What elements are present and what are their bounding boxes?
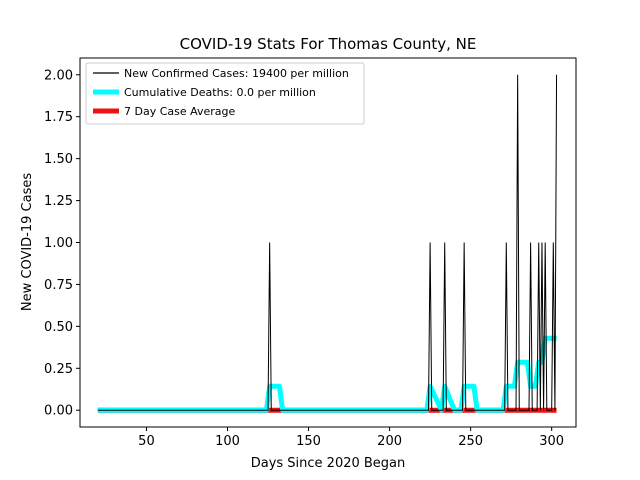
y-tick-label: 1.75 (44, 110, 73, 125)
x-tick-label: 250 (458, 434, 483, 449)
chart-title: COVID-19 Stats For Thomas County, NE (180, 35, 477, 53)
x-tick-label: 100 (215, 434, 240, 449)
x-axis-ticks: 50 100 150 200 250 300 (138, 427, 564, 449)
x-tick-label: 300 (539, 434, 564, 449)
series-layer (97, 74, 558, 413)
y-tick-label: 0.50 (44, 320, 73, 335)
legend-label-7day: 7 Day Case Average (124, 105, 236, 118)
x-tick-label: 50 (138, 434, 155, 449)
y-tick-label: 2.00 (44, 68, 73, 83)
y-tick-label: 0.25 (44, 362, 73, 377)
y-tick-label: 1.50 (44, 152, 73, 167)
x-axis-label: Days Since 2020 Began (251, 456, 406, 471)
x-tick-label: 150 (296, 434, 321, 449)
y-axis-label: New COVID-19 Cases (20, 173, 35, 311)
legend: New Confirmed Cases: 19400 per million C… (85, 62, 365, 125)
legend-label-new-cases: New Confirmed Cases: 19400 per million (124, 67, 349, 80)
legend-label-deaths: Cumulative Deaths: 0.0 per million (124, 86, 316, 99)
y-tick-label: 1.00 (44, 236, 73, 251)
y-tick-label: 0.75 (44, 278, 73, 293)
y-tick-label: 1.25 (44, 194, 73, 209)
y-tick-label: 0.00 (44, 404, 73, 419)
y-axis-ticks: 0.00 0.25 0.50 0.75 1.00 1.25 1.50 1.75 2.00 (44, 68, 80, 419)
series-new-cases-line (97, 74, 558, 411)
plot-area: 50 100 150 200 250 300 0.00 0.25 0.50 0.75 1.00 1.… (44, 57, 577, 449)
x-tick-label: 200 (377, 434, 402, 449)
legend-box (85, 62, 365, 125)
